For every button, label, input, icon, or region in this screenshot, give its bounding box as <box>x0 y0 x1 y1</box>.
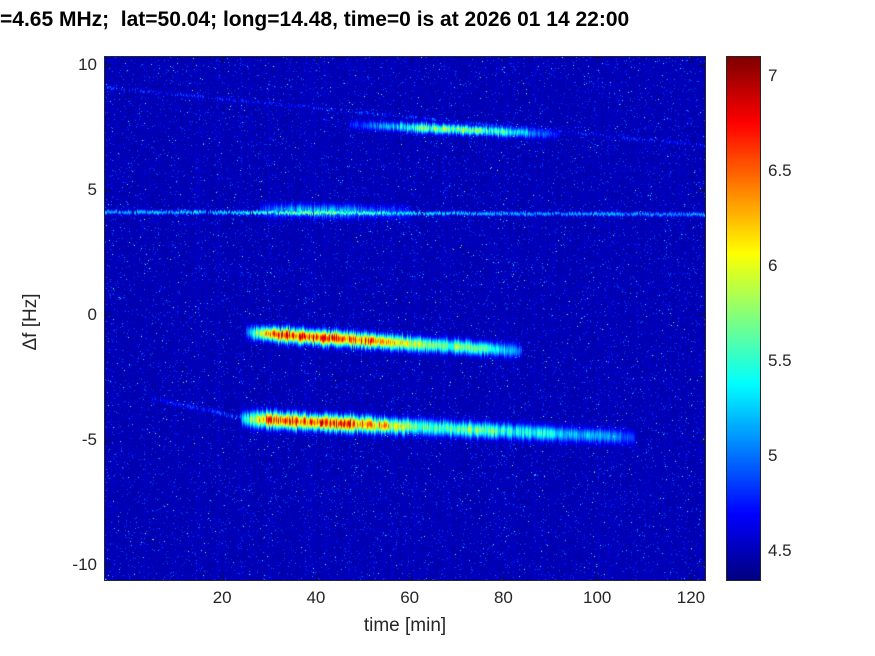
colorbar-tick-label: 6.5 <box>768 161 792 181</box>
colorbar-tick-label: 5 <box>768 446 778 466</box>
heatmap-canvas <box>104 56 706 581</box>
chart-title: =4.65 MHz; lat=50.04; long=14.48, time=0… <box>0 8 630 31</box>
x-tick-label: 60 <box>400 588 420 607</box>
x-tick-label: 20 <box>212 588 232 607</box>
y-tick-label: 10 <box>78 55 97 74</box>
colorbar-tick-label: 5.5 <box>768 351 792 371</box>
y-tick-label: 5 <box>87 180 97 199</box>
colorbar-canvas <box>726 56 761 581</box>
x-tick-label: 100 <box>583 588 612 607</box>
y-tick-label: -5 <box>81 430 97 449</box>
colorbar-tick-label: 7 <box>768 66 778 86</box>
x-axis-label: time [min] <box>363 615 447 636</box>
y-tick-label: 0 <box>87 305 97 324</box>
colorbar-tick-label: 4.5 <box>768 541 792 561</box>
x-tick-label: 120 <box>676 588 706 607</box>
y-tick-label: -10 <box>72 555 97 574</box>
x-tick-label: 80 <box>493 588 513 607</box>
x-tick-label: 40 <box>306 588 326 607</box>
colorbar-tick-label: 6 <box>768 256 778 276</box>
